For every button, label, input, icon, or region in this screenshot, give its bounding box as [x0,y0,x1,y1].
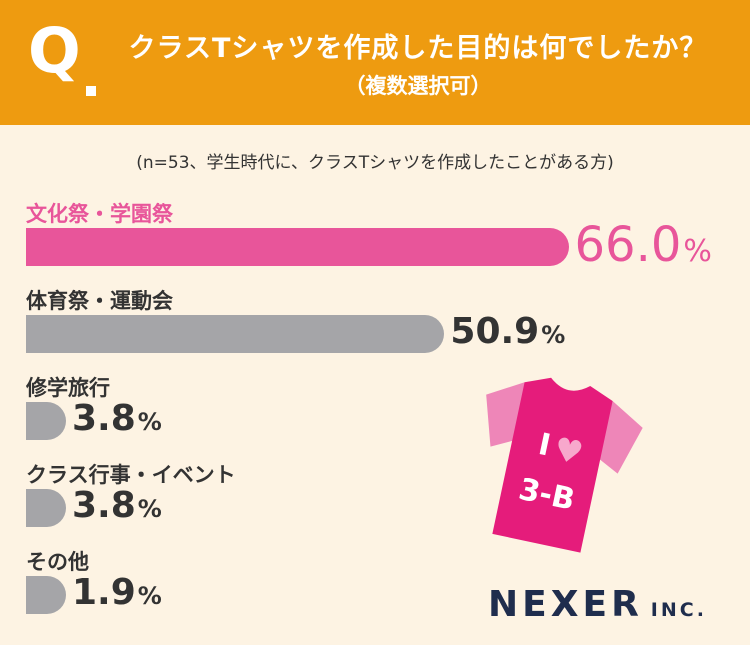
header-band: Q クラスTシャツを作成した目的は何でしたか？ （複数選択可） [0,0,750,125]
value-label: 66.0% [574,216,712,273]
logo-brand: NEXER [488,584,643,625]
value-label: 3.8% [72,398,162,440]
q-dot [86,86,96,96]
question-subtitle: （複数選択可） [344,74,492,98]
bar [26,315,445,353]
question-title: クラスTシャツを作成した目的は何でしたか？ [128,33,708,64]
nexer-logo: NEXER INC. [488,584,707,625]
category-label: 文化祭・学園祭 [26,202,173,226]
value-label: 3.8% [72,485,162,527]
sample-note: (n=53、学生時代に、クラスTシャツを作成したことがある方) [136,153,614,173]
shirt-body [492,377,613,553]
bar [26,402,66,440]
category-label: 修学旅行 [26,376,110,400]
t-shirt-illustration: I ♥ 3-B [486,377,643,553]
logo-suffix: INC. [650,599,707,621]
bar [26,576,66,614]
category-label: クラス行事・イベント [26,463,236,487]
category-label: その他 [26,550,89,574]
q-mark: Q [28,14,81,87]
value-label: 50.9% [450,311,566,353]
bar [26,228,569,266]
bar [26,489,66,527]
value-label: 1.9% [72,572,162,614]
category-label: 体育祭・運動会 [26,289,173,313]
shirt-right-sleeve [591,400,643,474]
